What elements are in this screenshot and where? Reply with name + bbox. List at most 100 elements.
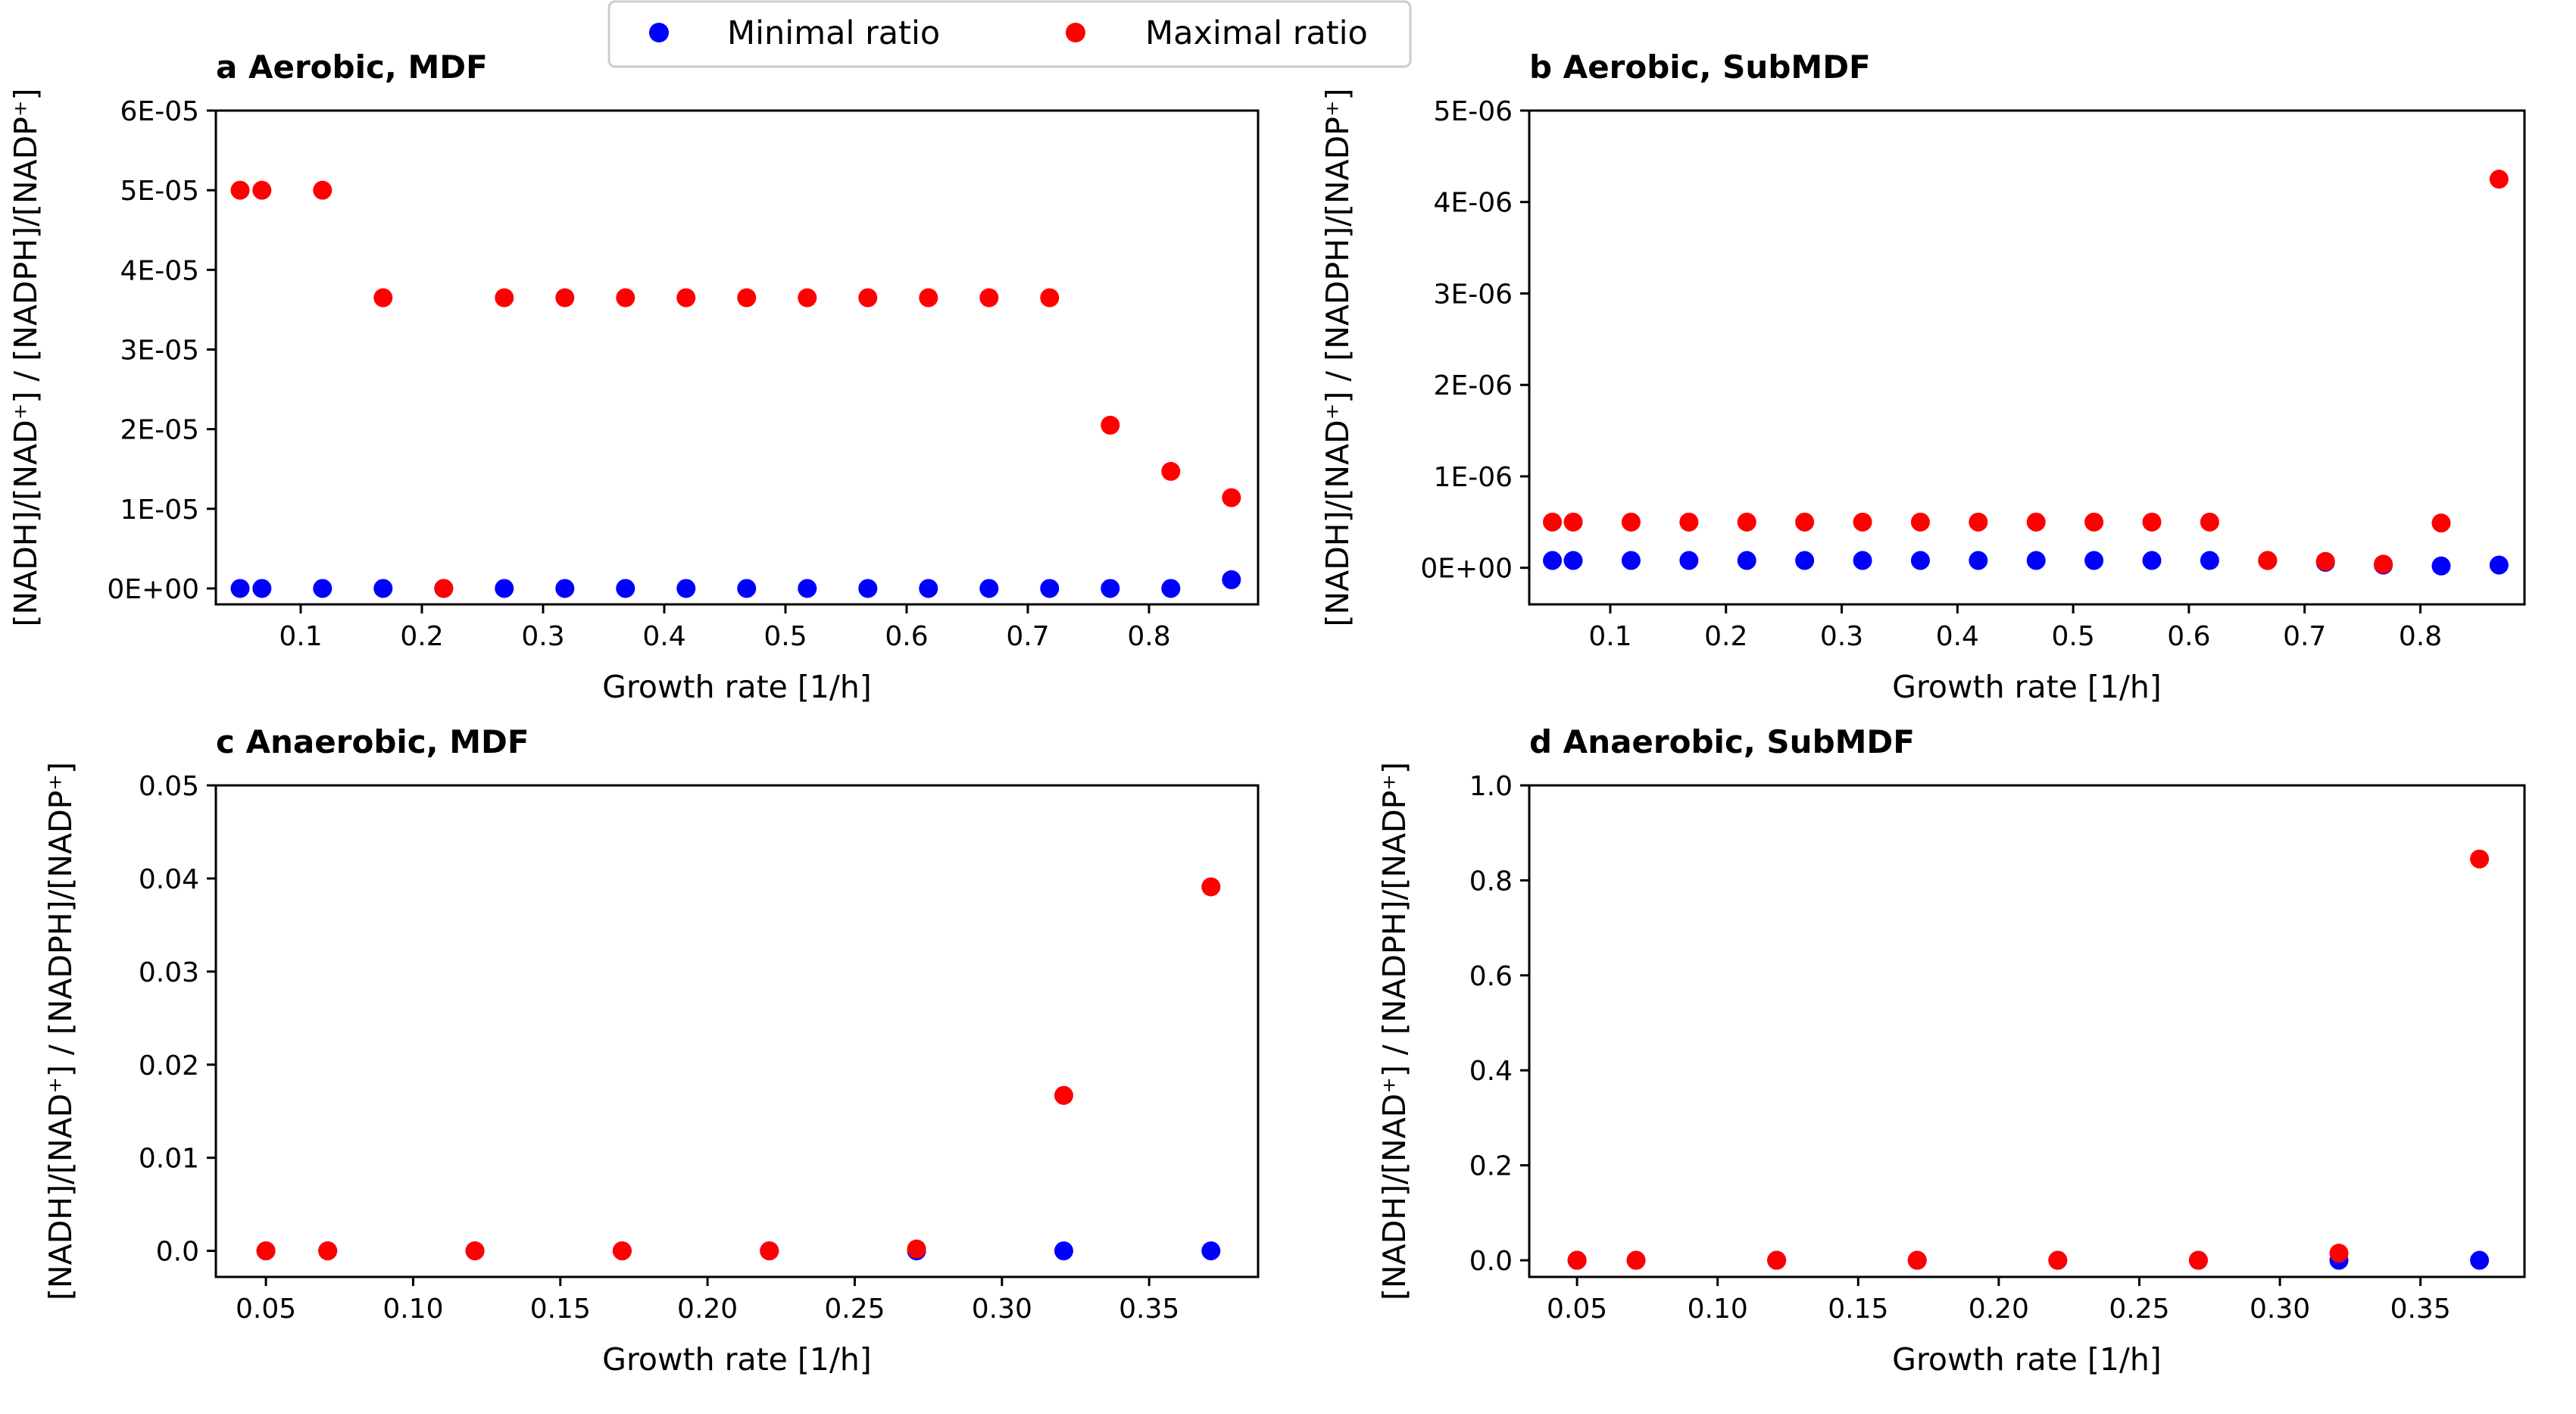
panel-title: d Anaerobic, SubMDF [1529, 723, 1915, 760]
data-point-max [2048, 1250, 2068, 1270]
panel-title: c Anaerobic, MDF [216, 723, 529, 760]
data-point-max [313, 180, 333, 200]
panel-a: 0.1 0.2 0.3 0.4 0.5 0.6 0.7 0.8 0E+00 1E-05 2E-05 3… [8, 48, 1260, 705]
data-point-max [2470, 849, 2490, 869]
legend-marker-minimal [649, 23, 669, 42]
y-tick-label: 2E-05 [120, 415, 199, 446]
y-axis-label: [NADH]/[NAD⁺] / [NADPH]/[NADP⁺] [1319, 88, 1356, 626]
x-tick-label: 0.20 [677, 1294, 738, 1325]
legend-marker-maximal [1066, 23, 1085, 42]
data-point-min [1201, 1241, 1221, 1261]
data-point-max [1563, 512, 1583, 532]
x-tick-label: 0.05 [1547, 1294, 1607, 1325]
data-point-min [858, 579, 878, 598]
data-point-max [760, 1241, 779, 1261]
x-tick-label: 0.10 [382, 1294, 443, 1325]
data-point-min [1161, 579, 1181, 598]
x-tick-label: 0.3 [1820, 621, 1863, 652]
y-tick-label: 2E-06 [1434, 370, 1513, 401]
y-tick-label: 0.05 [139, 771, 199, 802]
data-point-max [1853, 512, 1872, 532]
panel-b: 0.1 0.2 0.3 0.4 0.5 0.6 0.7 0.8 0E+00 1E-06 2E-06 3… [1319, 48, 2526, 705]
x-tick-label: 0.1 [1588, 621, 1631, 652]
y-tick-label: 5E-06 [1434, 96, 1513, 127]
data-point-min [230, 579, 250, 598]
x-tick-label: 0.6 [2167, 621, 2210, 652]
data-point-min [1910, 551, 1930, 570]
data-point-min [2431, 556, 2451, 576]
x-tick-label: 0.8 [2399, 621, 2442, 652]
x-tick-label: 0.05 [236, 1294, 296, 1325]
x-axis-label: Growth rate [1/h] [1892, 669, 2162, 705]
data-point-max [1621, 512, 1641, 532]
data-point-min [1563, 551, 1583, 570]
panels: 0.1 0.2 0.3 0.4 0.5 0.6 0.7 0.8 0E+00 1E-05 2E-05 3… [8, 48, 2526, 1378]
data-point-min [2026, 551, 2046, 570]
data-point-max [1969, 512, 1988, 532]
data-point-max [555, 288, 575, 307]
data-point-min [2200, 551, 2219, 570]
y-axis-label: [NADH]/[NAD⁺] / [NADPH]/[NADP⁺] [42, 762, 79, 1300]
legend-label-minimal: Minimal ratio [727, 14, 940, 52]
data-point-max [1737, 512, 1756, 532]
data-point-max [919, 288, 938, 307]
data-point-min [1222, 570, 1241, 589]
data-point-min [555, 579, 575, 598]
y-tick-label: 0.03 [139, 957, 199, 988]
y-tick-label: 0.04 [139, 864, 199, 895]
x-tick-label: 0.8 [1127, 621, 1170, 652]
y-axis-label: [NADH]/[NAD⁺] / [NADPH]/[NADP⁺] [1376, 762, 1413, 1300]
y-tick-label: 4E-05 [120, 255, 199, 286]
data-point-max [1910, 512, 1930, 532]
data-point-max [1201, 877, 1221, 897]
data-point-max [1054, 1085, 1073, 1105]
x-axis-label: Growth rate [1/h] [1892, 1341, 2162, 1378]
data-point-max [2142, 512, 2162, 532]
y-tick-label: 0E+00 [107, 574, 199, 605]
data-point-min [1969, 551, 1988, 570]
y-tick-label: 3E-06 [1434, 279, 1513, 310]
data-point-max [495, 288, 514, 307]
data-point-max [230, 180, 250, 200]
x-tick-label: 0.5 [2051, 621, 2094, 652]
y-tick-label: 3E-05 [120, 335, 199, 366]
panel-title: b Aerobic, SubMDF [1529, 48, 1871, 86]
y-tick-label: 6E-05 [120, 96, 199, 127]
data-point-min [1054, 1241, 1073, 1261]
x-tick-label: 0.6 [885, 621, 928, 652]
data-point-min [373, 579, 393, 598]
x-tick-label: 0.2 [1704, 621, 1747, 652]
data-point-min [616, 579, 635, 598]
plot-frame [214, 784, 1260, 1278]
data-point-min [979, 579, 999, 598]
y-tick-label: 0.8 [1469, 866, 1513, 897]
data-point-min [1853, 551, 1872, 570]
x-tick-label: 0.15 [530, 1294, 591, 1325]
x-tick-label: 0.7 [2283, 621, 2326, 652]
data-point-min [798, 579, 817, 598]
y-axis-label: [NADH]/[NAD⁺] / [NADPH]/[NADP⁺] [8, 88, 44, 626]
data-point-max [2200, 512, 2219, 532]
x-axis-label: Growth rate [1/h] [602, 1341, 872, 1378]
data-point-min [252, 579, 272, 598]
x-tick-label: 0.30 [2250, 1294, 2310, 1325]
y-tick-label: 1E-06 [1434, 462, 1513, 493]
plot-frame [1528, 784, 2526, 1278]
y-tick-label: 0.0 [1469, 1246, 1513, 1277]
data-point-max [1567, 1250, 1587, 1270]
y-tick-label: 1E-05 [120, 495, 199, 526]
x-tick-label: 0.35 [1119, 1294, 1179, 1325]
data-point-max [737, 288, 757, 307]
data-point-min [1737, 551, 1756, 570]
plot-frame [214, 109, 1260, 606]
data-point-max [1040, 288, 1060, 307]
data-point-min [495, 579, 514, 598]
panel-c: 0.05 0.10 0.15 0.20 0.25 0.30 0.35 0.0 0.01 0.02 0… [42, 723, 1260, 1378]
x-tick-label: 0.1 [279, 621, 322, 652]
data-point-max [907, 1239, 926, 1259]
y-tick-label: 0.01 [139, 1144, 199, 1175]
y-tick-label: 0.6 [1469, 961, 1513, 992]
data-point-max [1222, 488, 1241, 507]
data-point-max [434, 579, 454, 598]
x-axis-label: Growth rate [1/h] [602, 669, 872, 705]
